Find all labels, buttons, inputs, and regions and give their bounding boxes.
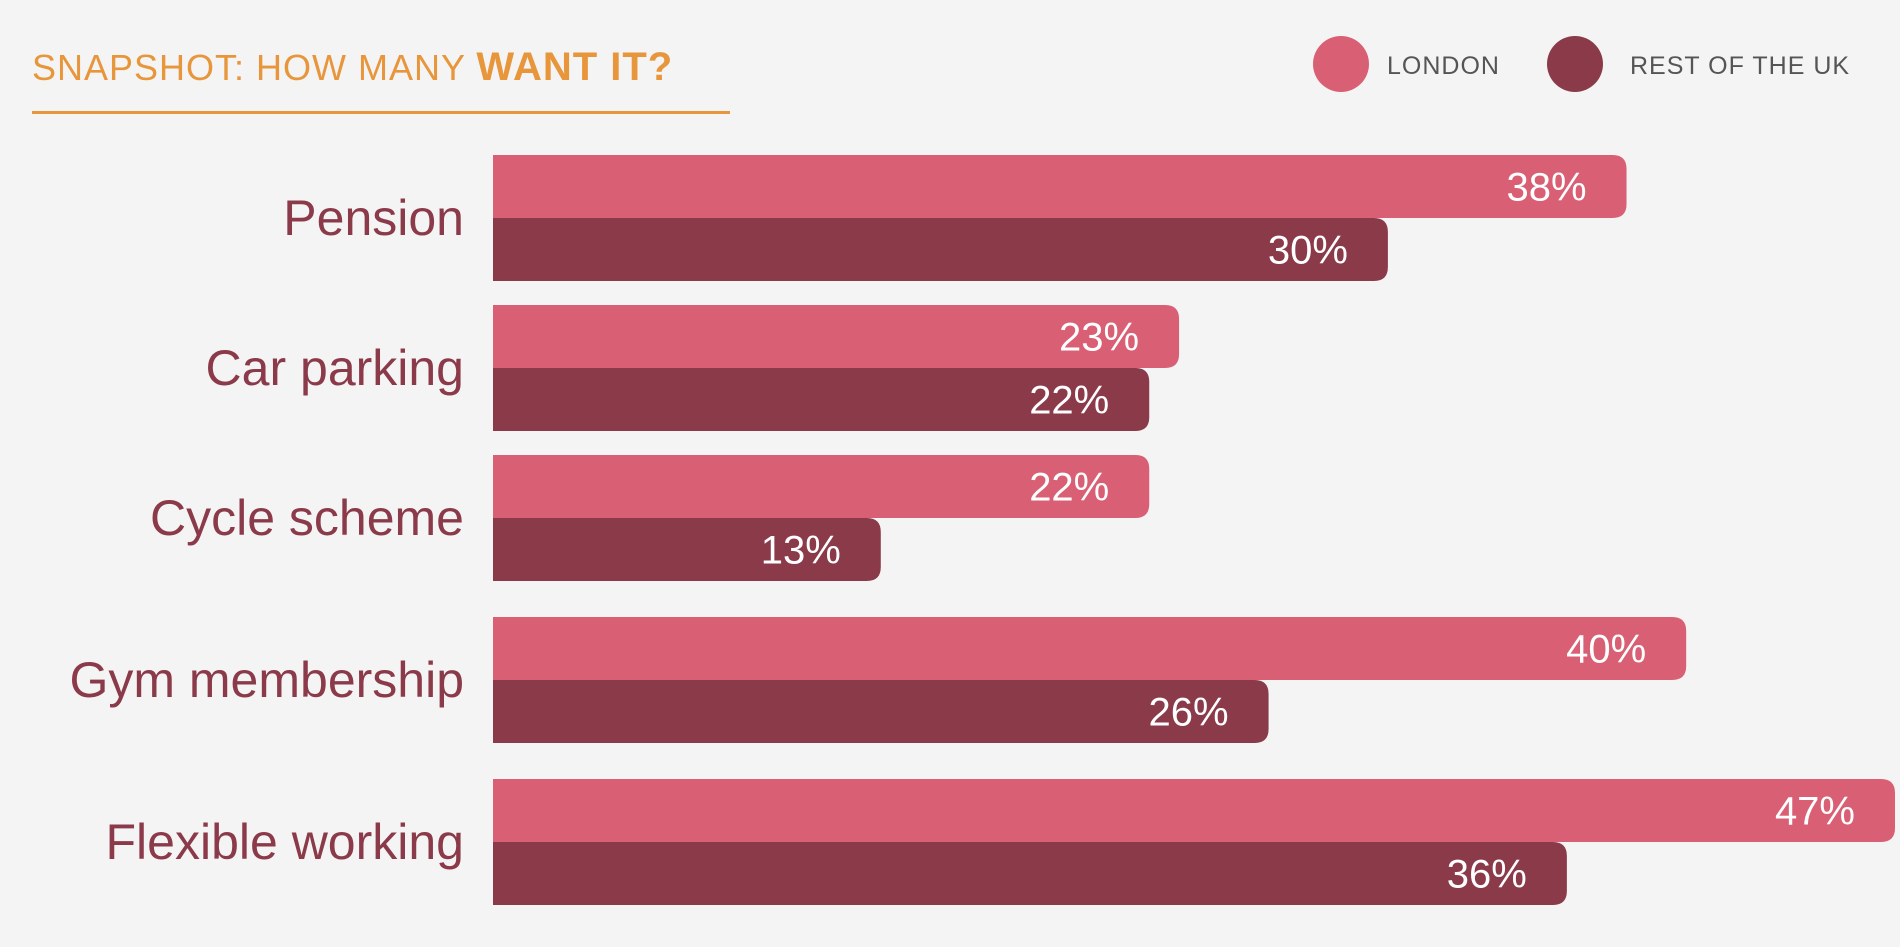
legend: LONDON REST OF THE UK [1313,36,1850,92]
category-label-flexible-working: Flexible working [106,814,464,870]
bar-london-pension [493,155,1627,218]
category-label-car-parking: Car parking [206,340,464,396]
value-label-london-gym-membership: 40% [1566,628,1646,672]
value-label-london-cycle-scheme: 22% [1029,466,1109,510]
bar-london-gym-membership [493,617,1687,680]
bar-rest-of-the-uk-cycle-scheme [493,518,881,581]
bar-rest-of-the-uk-car-parking [493,368,1150,431]
category-label-gym-membership: Gym membership [69,652,464,708]
bar-london-flexible-working [493,779,1895,842]
value-label-rest-of-the-uk-flexible-working: 36% [1447,853,1527,897]
chart-title-prefix: SNAPSHOT: HOW MANY [32,47,476,88]
bar-rest-of-the-uk-gym-membership [493,680,1269,743]
bar-rest-of-the-uk-pension [493,218,1388,281]
bar-london-cycle-scheme [493,455,1150,518]
value-label-london-flexible-working: 47% [1775,790,1855,834]
value-label-rest-of-the-uk-gym-membership: 26% [1149,691,1229,735]
value-label-london-pension: 38% [1506,166,1586,210]
legend-swatch-rest-of-uk [1547,36,1603,92]
category-label-pension: Pension [283,190,464,246]
bar-rest-of-the-uk-flexible-working [493,842,1567,905]
chart-title-emphasis: WANT IT? [476,45,673,89]
value-label-rest-of-the-uk-pension: 30% [1268,229,1348,273]
legend-label-rest-of-uk: REST OF THE UK [1630,52,1850,80]
value-label-rest-of-the-uk-cycle-scheme: 13% [761,529,841,573]
category-label-cycle-scheme: Cycle scheme [150,490,464,546]
bars-group: Pension 38% 30% Car parking 23% 22% Cycle sche… [69,155,1895,905]
bar-london-car-parking [493,305,1180,368]
legend-swatch-london [1313,36,1369,92]
value-label-london-car-parking: 23% [1059,316,1139,360]
value-label-rest-of-the-uk-car-parking: 22% [1029,379,1109,423]
title-underline [32,111,730,114]
legend-label-london: LONDON [1387,52,1500,80]
chart-title: SNAPSHOT: HOW MANY WANT IT? [32,45,673,89]
